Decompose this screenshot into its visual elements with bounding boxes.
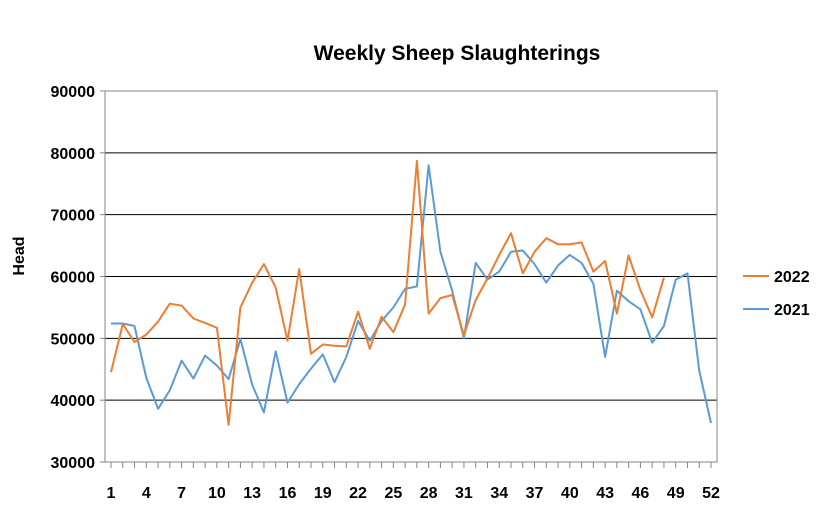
x-tick-label: 46 (632, 485, 650, 502)
x-tick-label: 37 (526, 485, 544, 502)
gridlines (105, 90, 717, 401)
x-tick-label: 16 (279, 485, 297, 502)
series-line-2022 (110, 159, 665, 426)
y-tick-label: 40000 (51, 393, 96, 410)
x-tick-label: 22 (349, 485, 367, 502)
x-tick-label: 25 (384, 485, 402, 502)
x-tick-label: 40 (561, 485, 579, 502)
y-tick-label: 90000 (51, 84, 96, 101)
x-tick-label: 4 (142, 485, 151, 502)
y-tick-label: 50000 (51, 331, 96, 348)
y-axis-label: Head (11, 236, 28, 275)
x-tick-label: 34 (490, 485, 508, 502)
y-tick-label: 30000 (51, 455, 96, 472)
x-tick-label: 13 (243, 485, 261, 502)
x-axis-ticks: 1 4 7 10 13 16 19 22 25 28 31 34 37 40 43 46 49 52 (107, 485, 720, 502)
y-axis-ticks: 30000 40000 50000 60000 70000 80000 90000 (51, 84, 105, 472)
chart-title: Weekly Sheep Slaughterings (314, 42, 601, 65)
x-tick-label: 1 (107, 485, 116, 502)
legend-label-2022: 2022 (774, 269, 810, 286)
x-tick-label: 19 (314, 485, 332, 502)
x-tick-label: 10 (208, 485, 226, 502)
y-tick-label: 60000 (51, 270, 96, 287)
x-tick-label: 49 (667, 485, 685, 502)
legend-label-2021: 2021 (774, 302, 810, 319)
x-tick-label: 28 (420, 485, 438, 502)
y-tick-label: 70000 (51, 208, 96, 225)
x-tick-label: 52 (702, 485, 720, 502)
x-tick-label: 7 (177, 485, 186, 502)
x-tick-label: 31 (455, 485, 473, 502)
legend: 2022 2021 (743, 269, 810, 319)
x-tick-label: 43 (596, 485, 614, 502)
x-axis (105, 461, 717, 468)
series-line-2021 (111, 164, 712, 424)
series-lines (110, 159, 712, 426)
y-tick-label: 80000 (51, 146, 96, 163)
